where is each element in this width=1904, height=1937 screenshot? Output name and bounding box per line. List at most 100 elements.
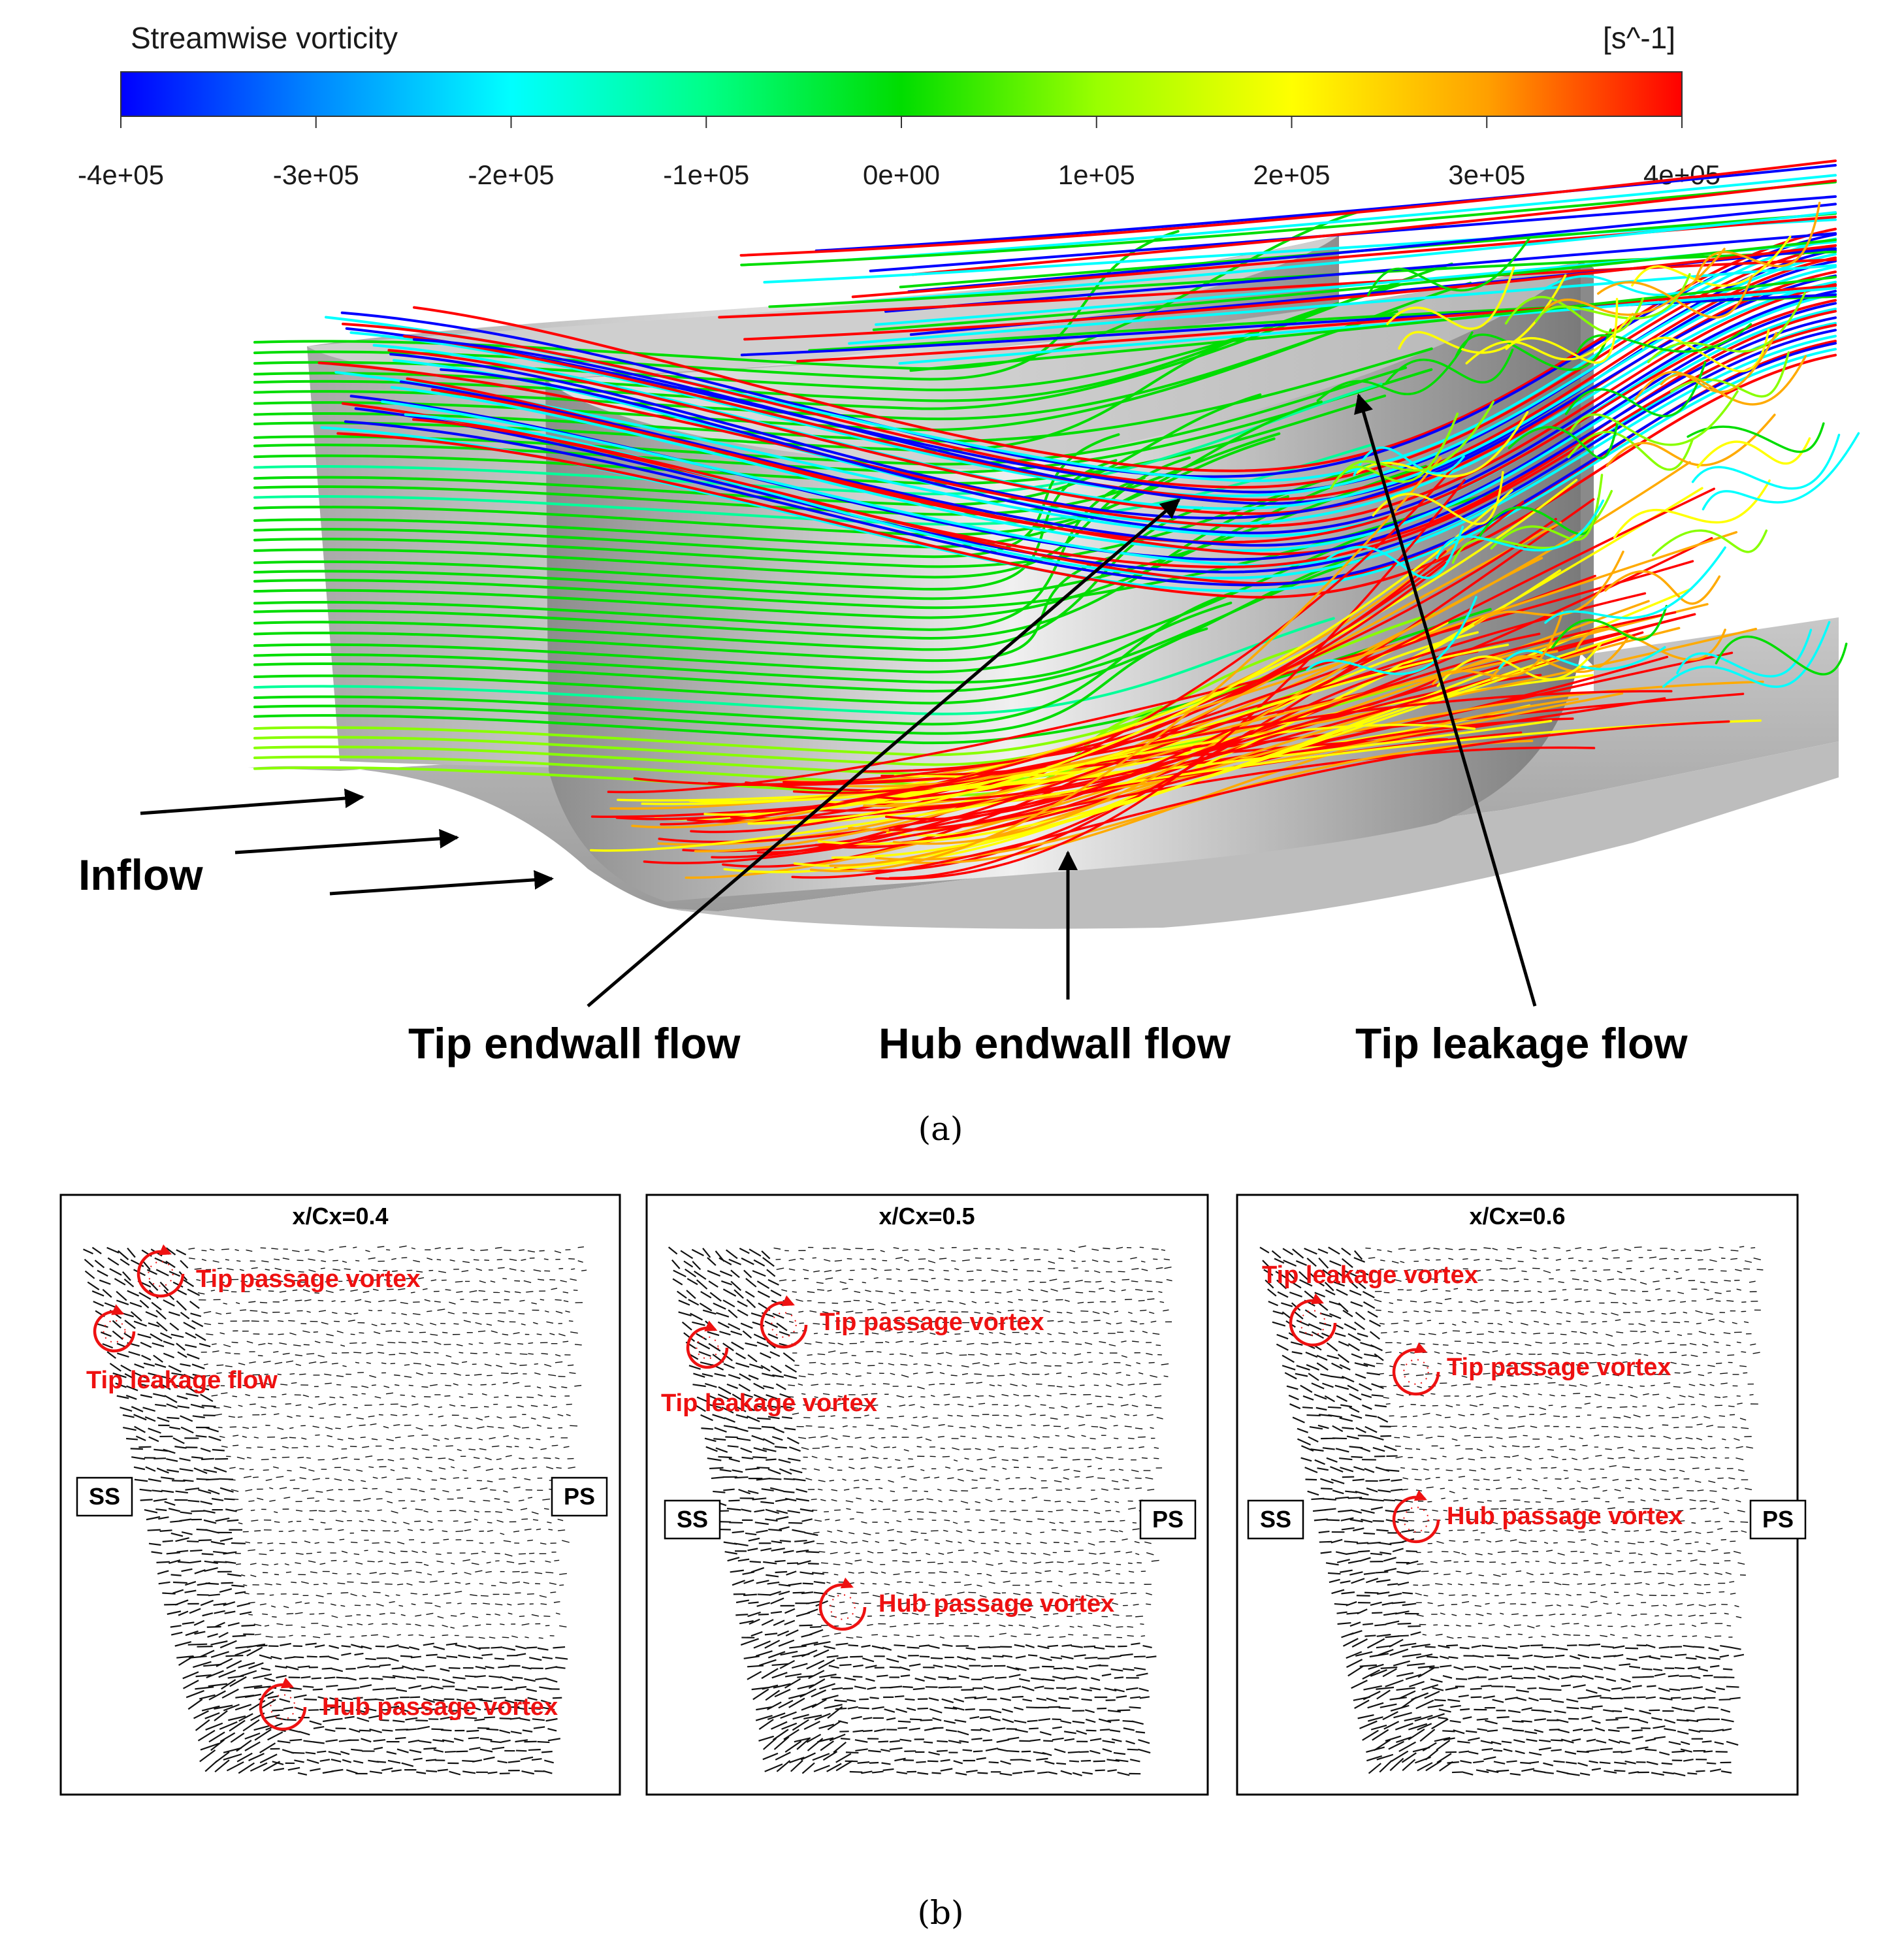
velocity-vector [1155, 1344, 1161, 1346]
velocity-vector [1380, 1260, 1385, 1261]
velocity-vector [1586, 1300, 1590, 1302]
velocity-vector [180, 1511, 192, 1514]
velocity-vector [1402, 1425, 1407, 1427]
velocity-vector [955, 1772, 967, 1776]
velocity-vector [948, 1740, 961, 1744]
velocity-vector [559, 1584, 564, 1586]
velocity-vector [158, 1581, 170, 1585]
velocity-vector [822, 1445, 830, 1448]
velocity-vector [897, 1720, 911, 1723]
velocity-vector [159, 1529, 172, 1532]
velocity-vector [489, 1675, 502, 1678]
velocity-vector [117, 1250, 129, 1260]
velocity-vector [470, 1698, 483, 1701]
velocity-vector [242, 1719, 260, 1732]
velocity-vector [1484, 1425, 1490, 1427]
velocity-vector [361, 1480, 366, 1482]
velocity-vector [1369, 1280, 1377, 1282]
velocity-vector [280, 1384, 288, 1386]
velocity-vector [341, 1510, 347, 1513]
streamline [643, 746, 1596, 864]
velocity-vector [1267, 1288, 1277, 1297]
velocity-vector [730, 1269, 740, 1278]
velocity-vector [1709, 1259, 1717, 1262]
velocity-vector [299, 1477, 306, 1480]
velocity-vector [860, 1447, 866, 1450]
velocity-vector [940, 1759, 950, 1762]
velocity-vector [999, 1332, 1006, 1335]
velocity-vector [279, 1487, 287, 1489]
velocity-vector [968, 1604, 975, 1606]
velocity-vector [408, 1435, 415, 1437]
velocity-vector [1441, 1269, 1449, 1271]
velocity-vector [1448, 1372, 1456, 1375]
velocity-vector [226, 1268, 234, 1271]
velocity-vector [980, 1728, 990, 1733]
velocity-vector [771, 1540, 783, 1544]
velocity-vector [1009, 1510, 1016, 1512]
velocity-vector [152, 1342, 165, 1348]
velocity-vector [1093, 1625, 1101, 1627]
velocity-vector [959, 1302, 966, 1305]
velocity-vector [191, 1320, 204, 1327]
velocity-vector [762, 1448, 777, 1452]
velocity-vector [705, 1382, 717, 1388]
velocity-vector [195, 1686, 214, 1690]
velocity-vector [939, 1372, 945, 1375]
velocity-vector [1093, 1270, 1101, 1273]
velocity-vector [381, 1767, 393, 1771]
velocity-vector [854, 1290, 861, 1294]
velocity-vector [1084, 1709, 1095, 1714]
velocity-vector [1105, 1395, 1112, 1397]
streamline [1691, 433, 1841, 490]
velocity-vector [801, 1393, 806, 1395]
velocity-vector [267, 1542, 274, 1544]
velocity-vector [1088, 1542, 1095, 1546]
streamline [1543, 248, 1726, 316]
velocity-vector [519, 1717, 530, 1721]
velocity-vector [788, 1697, 805, 1708]
velocity-vector [1054, 1501, 1061, 1503]
velocity-vector [353, 1246, 357, 1248]
velocity-vector [1532, 1478, 1538, 1482]
velocity-vector [822, 1393, 830, 1395]
velocity-vector [886, 1657, 899, 1663]
velocity-vector [954, 1719, 967, 1723]
velocity-vector [828, 1350, 836, 1353]
velocity-vector [437, 1363, 445, 1366]
velocity-vector [1339, 1363, 1351, 1371]
velocity-vector [279, 1280, 283, 1282]
velocity-vector [1056, 1311, 1063, 1314]
velocity-vector [1746, 1446, 1754, 1449]
velocity-vector [698, 1350, 711, 1357]
velocity-vector [311, 1677, 322, 1680]
velocity-vector [154, 1363, 167, 1368]
velocity-vector [1589, 1427, 1596, 1429]
velocity-vector [180, 1312, 190, 1320]
velocity-vector [753, 1333, 766, 1341]
velocity-vector [442, 1739, 455, 1743]
velocity-vector [1072, 1720, 1085, 1724]
velocity-vector [445, 1355, 452, 1358]
velocity-vector [790, 1403, 796, 1406]
velocity-vector [1513, 1280, 1519, 1282]
velocity-vector [861, 1521, 867, 1524]
velocity-vector [513, 1530, 520, 1533]
velocity-vector [914, 1622, 920, 1625]
velocity-vector [532, 1718, 545, 1721]
velocity-vector [433, 1646, 445, 1650]
velocity-vector [291, 1382, 297, 1384]
velocity-vector [498, 1267, 505, 1269]
velocity-vector [849, 1518, 854, 1520]
velocity-vector [554, 1559, 560, 1561]
velocity-vector [1067, 1751, 1080, 1753]
velocity-vector [174, 1599, 189, 1606]
velocity-vector [738, 1384, 751, 1392]
velocity-vector [1036, 1757, 1048, 1761]
velocity-vector [799, 1258, 804, 1260]
velocity-vector [138, 1446, 152, 1448]
velocity-vector [813, 1640, 831, 1646]
velocity-vector [1681, 1354, 1687, 1356]
velocity-vector [254, 1729, 272, 1741]
velocity-vector [350, 1593, 357, 1597]
